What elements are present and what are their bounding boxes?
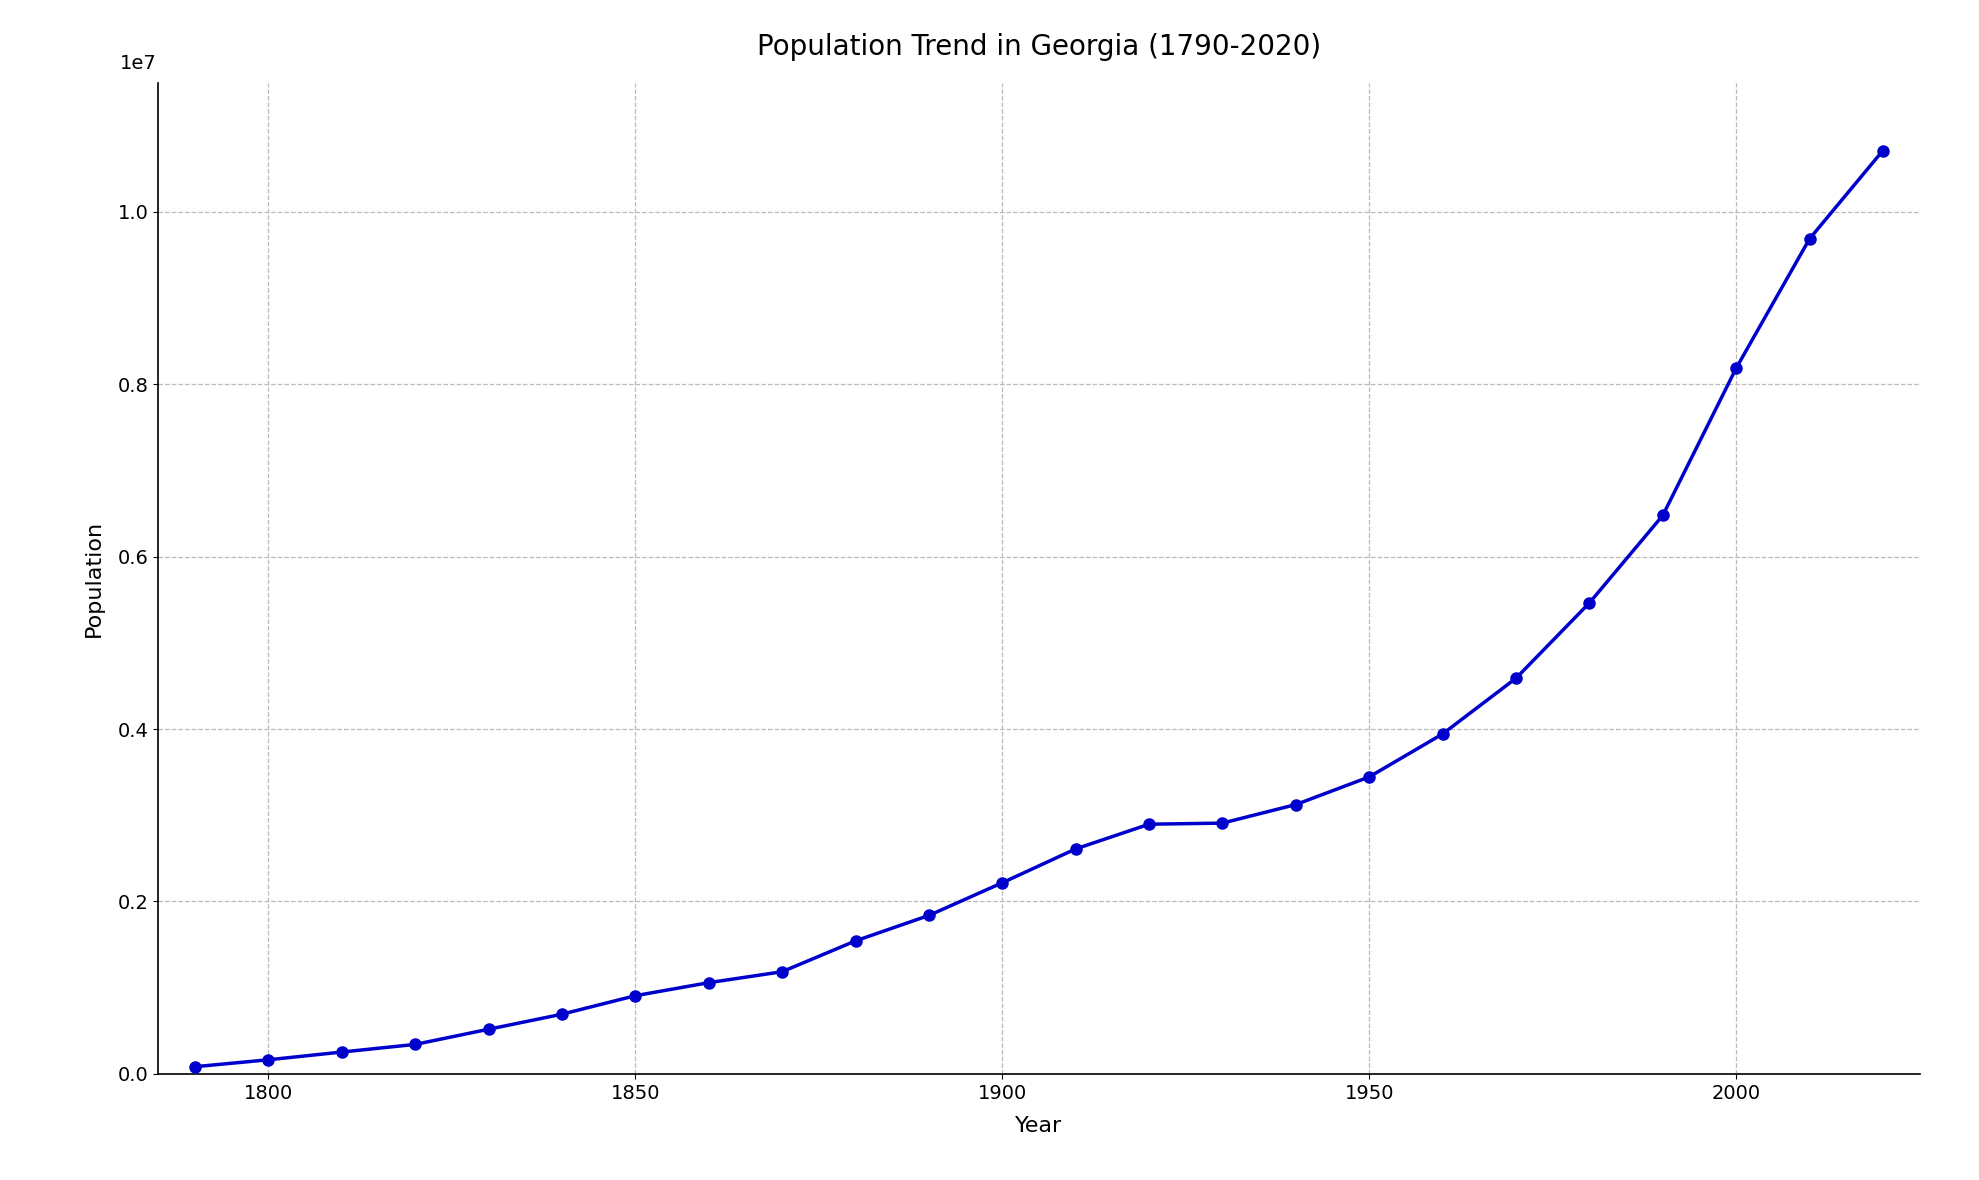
Title: Population Trend in Georgia (1790-2020): Population Trend in Georgia (1790-2020) bbox=[756, 33, 1322, 61]
X-axis label: Year: Year bbox=[1015, 1116, 1063, 1136]
Text: 1e7: 1e7 bbox=[121, 53, 156, 73]
Y-axis label: Population: Population bbox=[83, 519, 103, 637]
